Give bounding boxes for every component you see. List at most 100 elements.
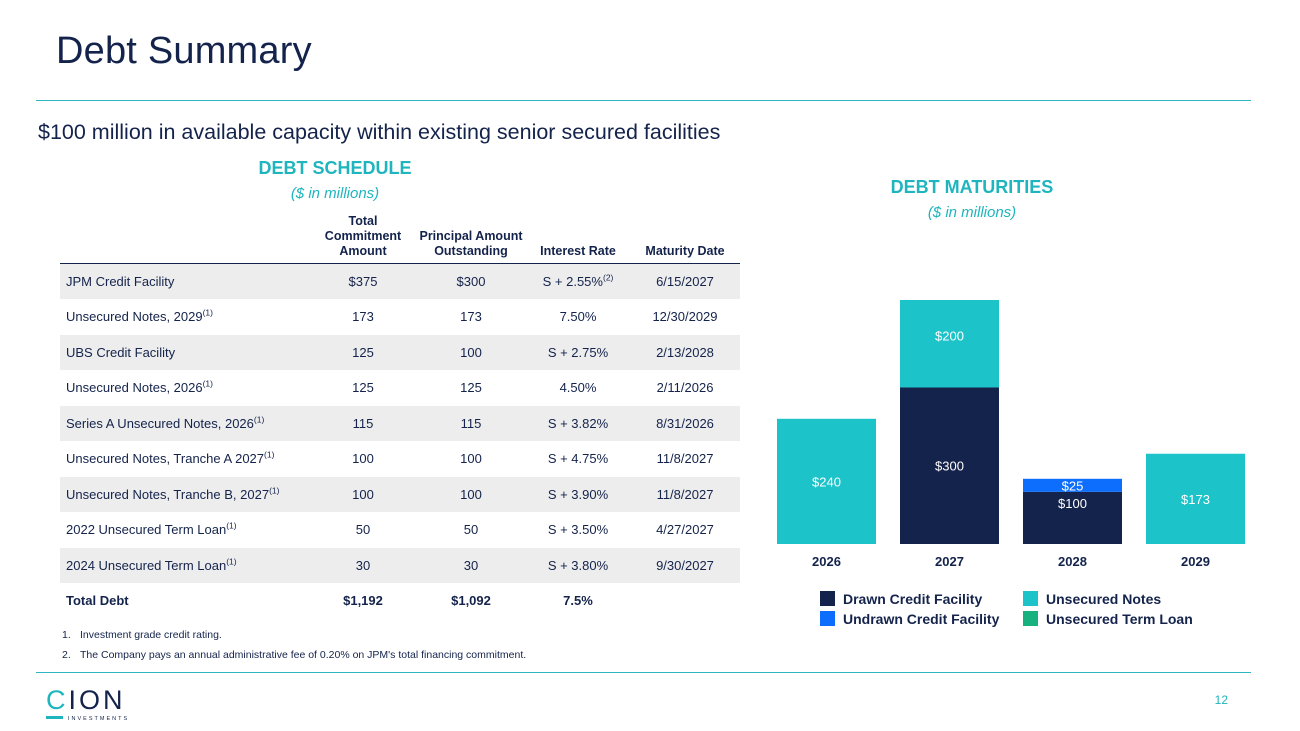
footnote-number: 2. [62,649,71,661]
footnote-text: The Company pays an annual administrativ… [80,649,527,661]
facility-name-cell: 2024 Unsecured Term Loan(1) [60,547,310,583]
table-row: JPM Credit Facility $375 $300 S + 2.55%(2) 6… [60,263,740,299]
legend-label: Drawn Credit Facility [843,591,983,607]
footnote-text: Investment grade credit rating. [80,629,222,641]
interest-rate-cell: 4.50% [526,370,630,406]
facility-name-cell: Unsecured Notes, 2029(1) [60,299,310,335]
data-label: $200 [935,328,964,343]
commitment-cell: 115 [310,405,416,441]
principal-cell: 100 [460,451,482,467]
total-principal: $1,092 [451,593,491,609]
column-header-commitment: Total Commitment Amount [310,214,416,264]
logo-wordmark: CION [46,685,126,715]
interest-rate-cell: 7.50% [526,299,630,335]
footnote-ref: (1) [253,414,265,425]
interest-rate-cell: S + 3.82% [526,405,630,441]
data-label: $100 [1058,496,1087,511]
legend-item: Unsecured Notes [1023,591,1161,607]
bar-segment [1023,491,1122,544]
footnote-ref: (1) [226,556,237,567]
maturity-date-cell: 6/15/2027 [630,263,740,299]
legend-label: Undrawn Credit Facility [843,611,1000,627]
interest-rate: S + 3.80% [547,557,609,573]
debt-maturities-chart: $2402026$300$200$75$802027$100$252028$17… [777,300,1245,569]
column-header-principal: Principal Amount Outstanding [416,214,526,264]
total-rate: 7.5% [563,593,593,609]
column-header [60,214,310,264]
commitment-cell: 100 [352,451,374,467]
legend-item: Drawn Credit Facility [820,591,982,607]
bar-segment [900,300,999,388]
data-label: $173 [1181,492,1210,507]
principal-cell: 30 [416,547,526,583]
interest-rate-cell: S + 3.50% [526,512,630,548]
facility-name: Series A Unsecured Notes, 2026 [66,415,254,431]
principal-cell: 115 [416,405,526,441]
interest-rate-cell: S + 2.75% [526,334,630,370]
footnote: 2. The Company pays an annual administrat… [62,649,526,661]
interest-rate-cell: S + 2.55%(2) [526,263,630,299]
commitment-cell: $375 [310,263,416,299]
footnotes: 1. Investment grade credit rating. 2. The C… [62,629,526,669]
debt-maturities-title: DEBT MATURITIES [890,177,1054,197]
facility-name-cell: UBS Credit Facility [60,334,310,370]
debt-maturities-units: ($ in millions) [927,204,1017,221]
footnote-ref: (1) [202,378,213,389]
title-divider [36,100,1251,101]
principal-cell: 50 [463,522,479,538]
interest-rate-cell: S + 3.80% [526,547,630,583]
data-label: $300 [935,459,964,474]
x-tick-label: 2029 [1181,554,1210,569]
total-commitment: $1,192 [343,593,383,609]
facility-name: Unsecured Notes, 2026 [66,380,203,396]
table-row: 2024 Unsecured Term Loan(1) 30 30 S + 3.80%… [60,547,740,583]
facility-name: Unsecured Notes, Tranche A 2027 [66,451,265,467]
maturity-date-cell: 8/31/2026 [630,405,740,441]
table-body: JPM Credit Facility $375 $300 S + 2.55%(2) 6… [60,263,740,619]
debt-schedule-title: DEBT SCHEDULE [258,158,412,178]
table-row: Unsecured Notes, Tranche A 2027(1) 100 100… [60,441,740,477]
maturity-date-cell: 2/13/2028 [630,334,740,370]
facility-name: 2022 Unsecured Term Loan [66,522,227,538]
maturity-date-cell: 12/30/2029 [652,309,718,325]
table-row: Unsecured Notes, Tranche B, 2027(1) 100 10… [60,476,740,512]
bar-segment [777,418,876,544]
company-logo: CION INVESTMENTS [46,686,129,722]
principal-cell: 173 [460,309,482,325]
bar-segment [1146,453,1245,544]
x-tick-label: 2027 [935,554,964,569]
footnote-number: 1. [62,629,71,641]
column-header-interest-rate: Interest Rate [526,214,630,264]
page-subtitle: $100 million in available capacity withi… [38,120,721,144]
commitment-cell: 50 [355,522,371,538]
interest-rate: 4.50% [559,380,597,396]
table-row: Unsecured Notes, 2029(1) 173 173 7.50% 12/30… [60,299,740,335]
facility-name: Unsecured Notes, 2029 [66,309,203,325]
footnote-ref: (2) [602,272,614,283]
data-label: $25 [1062,478,1084,493]
interest-rate-cell: S + 4.75% [526,441,630,477]
facility-name: UBS Credit Facility [66,344,176,360]
x-tick-label: 2028 [1058,554,1087,569]
legend-swatch [820,611,835,626]
debt-schedule-header: DEBT SCHEDULE ($ in millions) [185,158,485,202]
total-row: Total Debt $1,192 $1,092 7.5% [60,583,740,619]
footer-divider [36,672,1251,673]
debt-maturities-header: DEBT MATURITIES ($ in millions) [822,177,1122,221]
footnote-ref: (1) [226,520,237,531]
maturity-date-cell: 4/27/2027 [656,522,714,538]
principal-cell: 100 [416,334,526,370]
legend-swatch [820,591,835,606]
interest-rate: S + 2.55% [542,274,603,289]
commitment-cell: 125 [310,334,416,370]
principal-cell: $300 [416,263,526,299]
legend-swatch [1023,591,1038,606]
facility-name-cell: Series A Unsecured Notes, 2026(1) [60,405,310,441]
facility-name: JPM Credit Facility [66,274,175,289]
interest-rate: 7.50% [559,309,597,325]
maturity-date-cell: 2/11/2026 [656,380,714,396]
table-row: Unsecured Notes, 2026(1) 125 125 4.50% 2/11/… [60,370,740,406]
facility-name-cell: Unsecured Notes, Tranche A 2027(1) [60,441,310,477]
footnote-ref: (1) [269,485,280,496]
debt-schedule-units: ($ in millions) [290,185,380,202]
